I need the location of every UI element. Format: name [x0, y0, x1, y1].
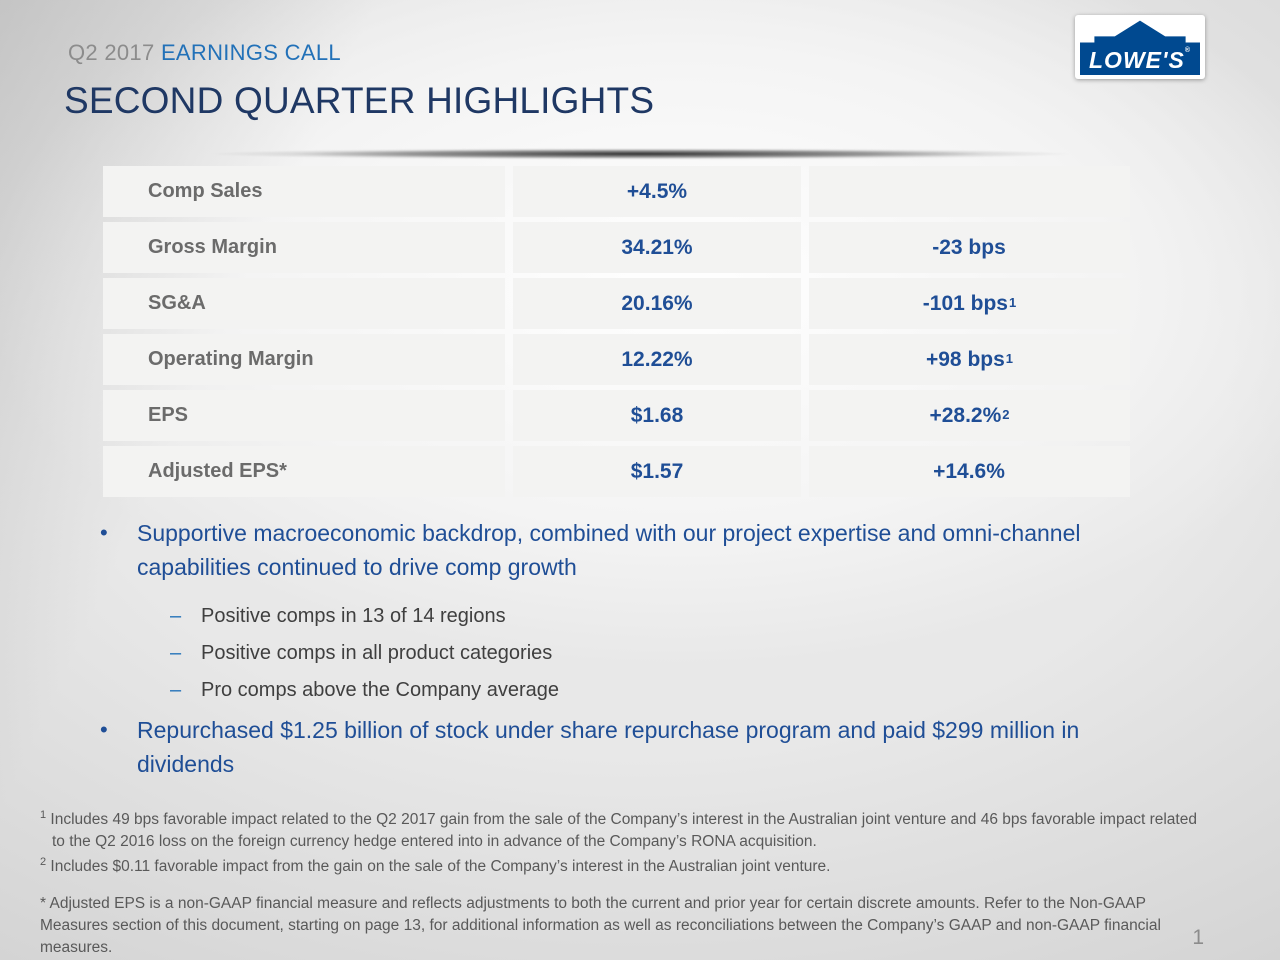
footnotes: 1 Includes 49 bps favorable impact relat…	[40, 805, 1200, 878]
sub-bullet-list: – Positive comps in 13 of 14 regions – P…	[170, 598, 1170, 709]
bullet-item: • Repurchased $1.25 billion of stock und…	[100, 713, 1170, 781]
metric-change: -23 bps	[809, 222, 1130, 273]
bullet-marker: •	[100, 717, 108, 742]
metric-value: 12.22%	[513, 334, 801, 385]
metric-value: +4.5%	[513, 166, 801, 217]
metric-change: -101 bps 1	[809, 278, 1130, 329]
divider-shadow	[46, 148, 1234, 162]
metric-label: Comp Sales	[103, 166, 505, 217]
metric-value: 34.21%	[513, 222, 801, 273]
change-text: -101 bps	[922, 291, 1008, 315]
sub-bullet-text: Positive comps in 13 of 14 regions	[201, 605, 506, 627]
change-superscript: 1	[1005, 351, 1014, 366]
footnote-1-superscript: 1	[40, 809, 47, 821]
metric-label: Operating Margin	[103, 334, 505, 385]
page-number: 1	[1192, 926, 1204, 949]
bullet-text: Repurchased $1.25 billion of stock under…	[137, 717, 1080, 777]
bullet-list: • Supportive macroeconomic backdrop, com…	[100, 516, 1170, 781]
sub-bullet-text: Pro comps above the Company average	[201, 679, 559, 701]
metric-label: SG&A	[103, 278, 505, 329]
change-text: +98 bps	[925, 347, 1005, 371]
metric-change	[809, 166, 1130, 217]
footnote-1: 1 Includes 49 bps favorable impact relat…	[40, 805, 1200, 852]
bullet-marker: •	[100, 520, 108, 545]
metric-value: $1.57	[513, 446, 801, 497]
eyebrow: Q2 2017 EARNINGS CALL	[68, 40, 341, 66]
slide-title: SECOND QUARTER HIGHLIGHTS	[64, 80, 655, 121]
change-text: +28.2%	[929, 403, 1002, 427]
change-text: +14.6%	[933, 459, 1005, 483]
eyebrow-label: EARNINGS CALL	[160, 40, 341, 65]
sub-bullet: – Positive comps in 13 of 14 regions	[170, 598, 1170, 635]
asterisk-note: * Adjusted EPS is a non-GAAP financial m…	[40, 895, 1161, 956]
logo-wordmark: LOWE'S®	[1075, 47, 1205, 73]
footnote-1-text: Includes 49 bps favorable impact related…	[46, 811, 1197, 850]
footnote-2-superscript: 2	[40, 856, 47, 869]
metric-label: Gross Margin	[103, 222, 505, 273]
sub-bullet-text: Positive comps in all product categories	[201, 642, 553, 664]
lowes-logo: LOWE'S®	[1075, 15, 1205, 79]
metric-label: EPS	[103, 390, 505, 441]
registered-mark: ®	[1184, 47, 1191, 54]
dash-marker: –	[170, 642, 182, 664]
footnote-2-text: Includes $0.11 favorable impact from the…	[46, 858, 831, 876]
metric-change: +98 bps 1	[809, 334, 1130, 385]
change-superscript: 2	[1002, 407, 1010, 422]
dash-marker: –	[170, 605, 182, 627]
metrics-table: Comp Sales +4.5% Gross Margin 34.21% -23…	[103, 166, 1130, 497]
logo-brand-text: LOWE'S	[1089, 47, 1185, 73]
metric-value: 20.16%	[513, 278, 801, 329]
bullet-item: • Supportive macroeconomic backdrop, com…	[100, 516, 1170, 584]
sub-bullet: – Positive comps in all product categori…	[170, 635, 1170, 672]
sub-bullet: – Pro comps above the Company average	[170, 672, 1170, 709]
eyebrow-quarter: Q2 2017	[68, 40, 155, 65]
metric-value: $1.68	[513, 390, 801, 441]
metric-change: +28.2% 2	[809, 390, 1130, 441]
bullet-text: Supportive macroeconomic backdrop, combi…	[137, 520, 1081, 580]
change-superscript: 1	[1008, 295, 1017, 310]
dash-marker: –	[170, 679, 182, 701]
footnote-2: 2 Includes $0.11 favorable impact from t…	[40, 852, 1200, 878]
metric-label: Adjusted EPS*	[103, 446, 505, 497]
change-text: -23 bps	[932, 235, 1006, 259]
metric-change: +14.6%	[809, 446, 1130, 497]
